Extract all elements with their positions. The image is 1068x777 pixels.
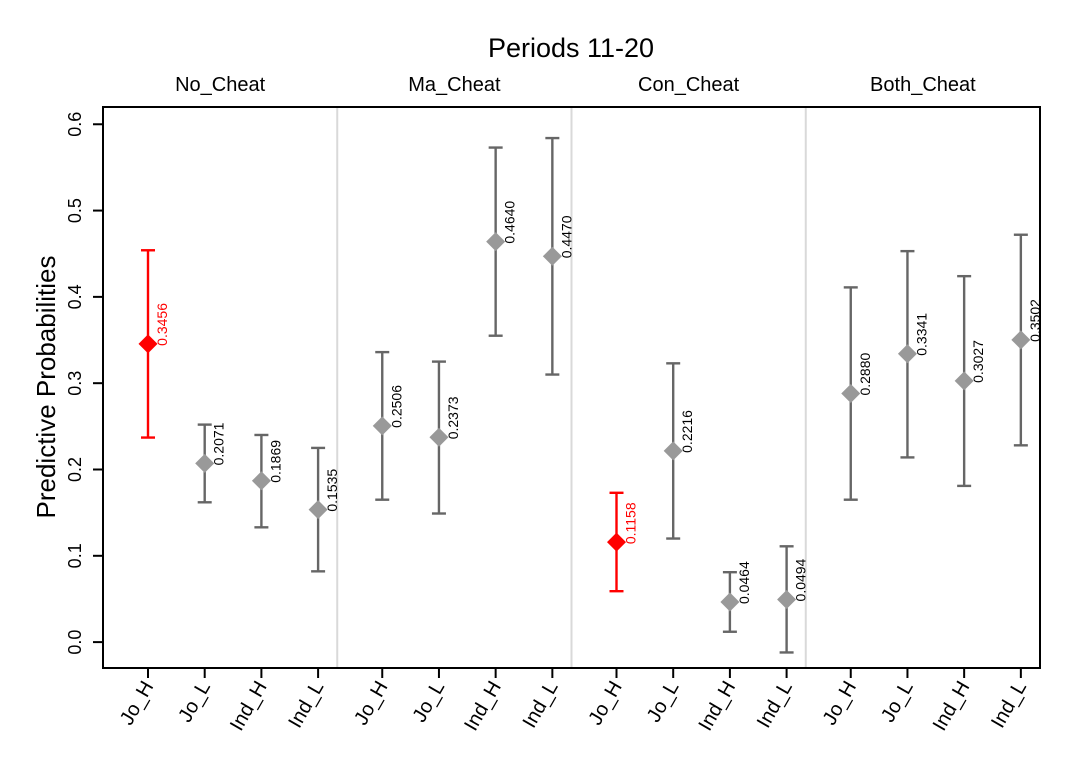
point-marker [372, 416, 392, 436]
data-label: 0.1158 [623, 502, 639, 544]
markers [138, 232, 1031, 612]
y-tick-label: 0.1 [65, 543, 85, 568]
data-label: 0.0464 [736, 561, 752, 604]
data-label: 0.2216 [679, 410, 695, 453]
point-marker [607, 532, 626, 552]
y-axis: 0.0 0.1 0.2 0.3 0.4 0.5 0.6 [65, 112, 103, 655]
data-label: 0.2373 [445, 396, 461, 439]
data-label: 0.3341 [913, 313, 929, 356]
data-labels: 0.3456 0.2071 0.1869 0.1535 0.2506 0.2373 0.46… [154, 201, 1043, 604]
data-label: 0.2880 [857, 353, 873, 396]
chart-title: Periods 11-20 [488, 33, 654, 63]
point-marker [777, 589, 797, 609]
plot-frame [102, 106, 1041, 669]
panel-labels: No_Cheat Ma_Cheat Con_Cheat Both_Cheat [175, 74, 976, 96]
data-label: 0.2506 [388, 385, 404, 428]
point-marker [663, 441, 683, 461]
y-axis-title: Predictive Probabilities [31, 255, 61, 518]
data-label: 0.3027 [970, 340, 986, 383]
point-marker [429, 427, 449, 447]
point-marker [897, 344, 917, 364]
point-marker [138, 334, 158, 354]
point-marker [841, 384, 861, 404]
data-label: 0.4640 [502, 201, 518, 244]
y-tick-label: 0.3 [65, 371, 85, 396]
point-marker [251, 471, 271, 491]
panel-label: Con_Cheat [638, 74, 740, 96]
panel-label: No_Cheat [175, 74, 266, 96]
point-marker [486, 232, 506, 252]
point-marker [195, 453, 215, 473]
y-tick-label: 0.0 [65, 630, 85, 655]
data-label: 0.2071 [211, 422, 227, 465]
y-tick-label: 0.4 [65, 284, 85, 309]
point-marker [720, 592, 740, 612]
point-marker [308, 500, 328, 520]
panel-label: Ma_Cheat [408, 74, 501, 96]
point-marker [542, 246, 562, 266]
point-marker [954, 371, 974, 391]
panel-dividers [336, 107, 807, 668]
data-label: 0.1535 [324, 469, 340, 512]
y-tick-label: 0.5 [65, 198, 85, 223]
y-tick-label: 0.2 [65, 457, 85, 482]
data-label: 0.4470 [558, 215, 574, 258]
y-tick-label: 0.6 [65, 112, 85, 137]
point-marker [1011, 330, 1031, 350]
data-label: 0.3502 [1027, 299, 1043, 342]
data-label: 0.0494 [793, 558, 809, 601]
data-label: 0.3456 [154, 303, 170, 346]
panel-label: Both_Cheat [870, 74, 976, 96]
data-label: 0.1869 [267, 440, 283, 483]
